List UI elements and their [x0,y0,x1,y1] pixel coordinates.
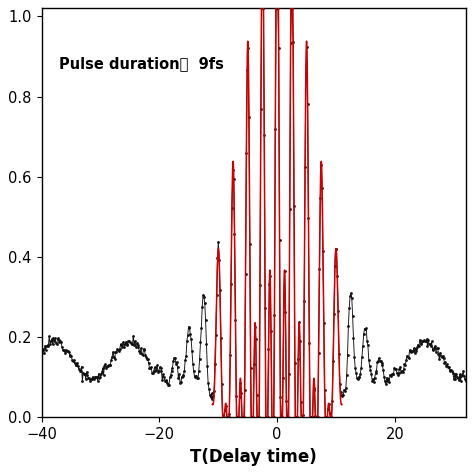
Text: Pulse duration：  9fs: Pulse duration： 9fs [59,56,224,72]
X-axis label: T(Delay time): T(Delay time) [190,447,317,465]
